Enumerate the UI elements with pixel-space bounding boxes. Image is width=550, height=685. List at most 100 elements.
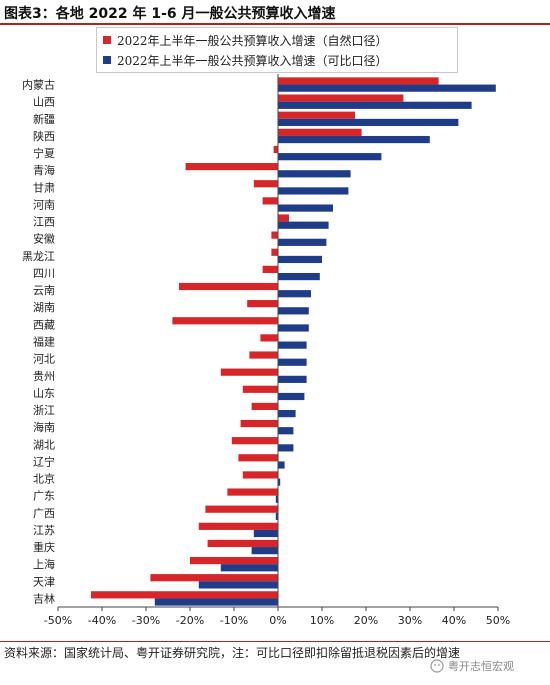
bar-comparable (253, 529, 278, 538)
category-label: 河北 (33, 353, 55, 366)
bar-natural (205, 505, 278, 513)
category-label: 内蒙古 (22, 78, 55, 92)
bar-comparable (278, 307, 309, 315)
x-tick-label: 10% (310, 614, 334, 627)
bar-comparable (278, 204, 333, 212)
category-label: 云南 (33, 284, 55, 297)
bar-natural (242, 471, 278, 479)
bar-comparable (220, 564, 278, 572)
watermark-label: 粤开志恒宏观 (448, 660, 514, 673)
bar-comparable (278, 427, 294, 435)
bar-natural (273, 145, 278, 154)
bar-comparable (278, 392, 305, 401)
bar-natural (249, 351, 278, 359)
category-label: 辽宁 (33, 454, 55, 468)
bar-natural (238, 454, 278, 462)
x-tick-label: 0% (269, 614, 286, 627)
category-label: 西藏 (33, 318, 55, 331)
x-tick-label: -30% (132, 614, 160, 627)
x-tick-label: 20% (354, 614, 378, 627)
category-label: 安徽 (33, 232, 55, 246)
bar-natural (271, 231, 278, 239)
x-tick-label: -50% (44, 614, 72, 627)
bar-comparable (278, 221, 329, 229)
category-label: 江西 (33, 216, 55, 229)
bar-comparable (278, 170, 351, 178)
bar-natural (185, 163, 278, 171)
category-label: 河南 (33, 198, 55, 211)
x-tick-label: 50% (486, 614, 510, 627)
category-label: 吉林 (33, 591, 55, 605)
chart-title: 图表3：各地 2022 年 1-6 月一般公共预算收入增速 (4, 6, 336, 22)
bar-natural (278, 77, 439, 85)
bar-natural (278, 128, 362, 136)
bar-natural (231, 437, 278, 445)
bar-comparable (278, 238, 327, 246)
bar-comparable (278, 187, 349, 195)
bar-natural (242, 385, 278, 393)
bar-natural (251, 402, 278, 411)
x-tick-label: -20% (176, 614, 204, 627)
bar-comparable (251, 547, 278, 555)
bar-comparable (278, 255, 322, 264)
bar-comparable (278, 324, 309, 332)
bar-comparable (275, 495, 278, 503)
category-label: 山西 (33, 96, 55, 109)
category-label: 贵州 (33, 370, 55, 383)
bar-natural (179, 282, 278, 291)
bar-comparable (278, 118, 459, 127)
category-label: 陕西 (33, 129, 55, 143)
bar-natural (150, 574, 278, 582)
bar-comparable (154, 598, 278, 606)
bar-natural (278, 214, 289, 222)
category-label: 甘肃 (33, 181, 55, 194)
watermark: 粤开志恒宏观 (430, 655, 548, 677)
legend: 2022年上半年一般公共预算收入增速（自然口径） 2022年上半年一般公共预算收… (96, 27, 458, 73)
bar-comparable (278, 84, 496, 92)
category-label: 重庆 (33, 540, 55, 554)
legend-item-natural: 2022年上半年一般公共预算收入增速（自然口径） (103, 31, 388, 49)
legend-item-comparable: 2022年上半年一般公共预算收入增速（可比口径） (103, 51, 388, 69)
bar-natural (260, 334, 278, 342)
bar-natural (278, 94, 404, 102)
category-label: 广西 (33, 507, 55, 520)
header-bar: 图表3：各地 2022 年 1-6 月一般公共预算收入增速 (0, 0, 550, 24)
bar-chart: 内蒙古山西新疆陕西宁夏青海甘肃河南江西安徽黑龙江四川云南湖南西藏福建河北贵州山东… (22, 74, 510, 627)
bar-natural (262, 197, 278, 205)
legend-swatch-natural (103, 36, 111, 44)
bar-comparable (278, 444, 294, 452)
bar-natural (240, 419, 278, 428)
bar-natural (207, 539, 278, 548)
bar-comparable (278, 375, 307, 383)
bar-natural (278, 111, 355, 119)
bar-comparable (278, 153, 382, 161)
bar-comparable (278, 272, 320, 281)
bar-natural (247, 300, 278, 308)
bar-natural (271, 248, 278, 256)
category-label: 新疆 (33, 112, 55, 126)
category-label: 湖南 (33, 301, 55, 314)
category-label: 青海 (33, 163, 55, 177)
source-divider (0, 641, 550, 642)
bar-natural (91, 591, 278, 599)
x-tick-label: -10% (220, 614, 248, 627)
bar-comparable (278, 478, 281, 486)
category-label: 上海 (33, 557, 55, 571)
bar-natural (172, 317, 278, 325)
bar-comparable (278, 461, 285, 469)
bar-natural (262, 265, 278, 273)
category-label: 四川 (33, 267, 55, 280)
source-note: 资料来源：国家统计局、粤开证券研究院，注：可比口径即扣除留抵退税因素后的增速 (4, 646, 461, 660)
category-label: 湖北 (33, 438, 55, 451)
category-label: 浙江 (33, 404, 55, 417)
bar-natural (227, 488, 278, 496)
legend-label-natural: 2022年上半年一般公共预算收入增速（自然口径） (117, 33, 388, 48)
bar-comparable (278, 101, 472, 109)
category-label: 天津 (33, 575, 55, 588)
bar-comparable (278, 290, 311, 298)
bar-natural (198, 522, 278, 530)
wechat-icon (430, 659, 444, 673)
bar-comparable (278, 358, 307, 366)
bar-comparable (275, 512, 278, 520)
bar-comparable (278, 410, 296, 418)
